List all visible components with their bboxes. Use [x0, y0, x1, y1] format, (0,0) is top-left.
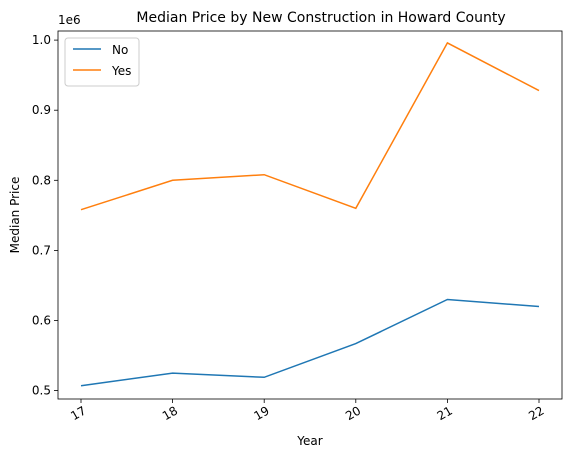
legend-label-yes: Yes: [111, 64, 131, 78]
plot-lines: [80, 41, 540, 387]
x-axis-label: Year: [296, 434, 322, 448]
y-tick-label: 0.7: [32, 243, 51, 257]
y-tick-label: 0.9: [32, 103, 51, 117]
legend-box: [64, 37, 140, 87]
series-line-yes: [80, 41, 540, 211]
y-axis-label: Median Price: [8, 177, 22, 254]
x-tick-label: 21: [435, 403, 455, 423]
y-axis: 0.5 0.6 0.7 0.8 0.9 1.0: [32, 33, 58, 398]
y-offset-label: 1e6: [58, 13, 81, 27]
y-tick-label: 0.6: [32, 313, 51, 327]
y-tick-label: 0.8: [32, 173, 51, 187]
legend: No Yes: [64, 37, 140, 87]
x-axis: 17 18 19 20 21 22: [68, 399, 547, 423]
x-tick-label: 19: [251, 403, 271, 423]
x-tick-label: 18: [160, 403, 180, 423]
x-tick-label: 20: [343, 403, 363, 423]
plot-frame: [57, 30, 563, 400]
chart-title: Median Price by New Construction in Howa…: [136, 10, 505, 26]
y-tick-label: 1.0: [32, 33, 51, 47]
legend-label-no: No: [112, 43, 128, 57]
series-line-no: [80, 298, 540, 387]
y-tick-label: 0.5: [32, 384, 51, 398]
x-tick-label: 17: [68, 403, 88, 423]
x-tick-label: 22: [526, 403, 546, 423]
